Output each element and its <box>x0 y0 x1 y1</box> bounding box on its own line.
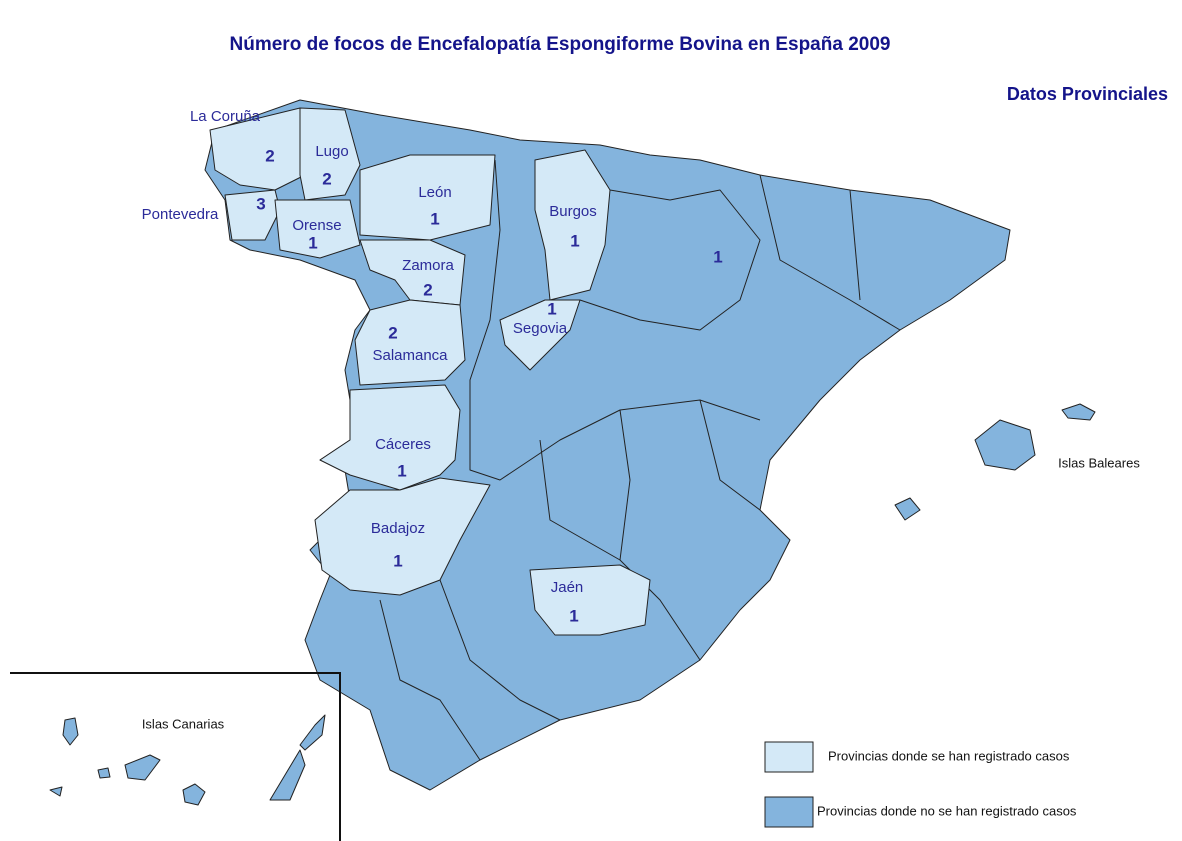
province <box>319 384 461 491</box>
legend-label: Provincias donde no se han registrado ca… <box>817 803 1077 818</box>
legend-swatch <box>764 741 814 773</box>
region-count: 1 <box>569 606 578 625</box>
region-count: 1 <box>713 247 722 266</box>
island <box>62 717 79 746</box>
region-name: León <box>418 184 451 201</box>
region-count: 1 <box>397 461 406 480</box>
province <box>354 299 466 386</box>
island <box>49 786 63 797</box>
border <box>849 189 861 301</box>
island <box>182 783 206 806</box>
region-name: Orense <box>292 217 341 234</box>
island-label: Islas Baleares <box>1058 455 1140 470</box>
border <box>469 159 761 481</box>
border <box>579 189 761 331</box>
region-count: 3 <box>256 194 265 213</box>
border <box>759 174 901 331</box>
region-name: Zamora <box>402 257 454 274</box>
region-name: Jaén <box>551 579 584 596</box>
region-name: Segovia <box>513 320 568 337</box>
border <box>539 439 621 561</box>
shapes <box>10 99 1096 841</box>
region-count: 2 <box>322 169 331 188</box>
province <box>274 199 361 259</box>
region-name: Burgos <box>549 203 597 220</box>
subtitle: Datos Provinciales <box>1007 84 1168 104</box>
island <box>124 754 161 781</box>
border <box>379 599 481 761</box>
island <box>97 767 111 779</box>
province <box>499 299 581 371</box>
region-count: 1 <box>570 231 579 250</box>
region-name: Salamanca <box>372 347 448 364</box>
island-label: Islas Canarias <box>142 716 225 731</box>
province <box>529 564 651 636</box>
border <box>439 579 561 721</box>
region-name: Lugo <box>315 143 348 160</box>
region-name: Pontevedra <box>142 206 219 223</box>
inset-frame <box>10 672 341 841</box>
island <box>894 497 921 521</box>
legend-swatch <box>764 796 814 828</box>
region-count: 2 <box>388 323 397 342</box>
region-name: Cáceres <box>375 436 431 453</box>
region-count: 2 <box>423 280 432 299</box>
island <box>299 714 326 751</box>
province <box>314 477 491 596</box>
legend-label: Provincias donde se han registrado casos <box>828 748 1070 763</box>
region-name: La Coruña <box>190 108 261 125</box>
border <box>699 399 761 511</box>
island <box>974 419 1036 471</box>
province <box>299 107 361 201</box>
island <box>269 749 306 801</box>
province <box>224 189 281 241</box>
region-name: Badajoz <box>371 520 425 537</box>
region-count: 1 <box>547 299 556 318</box>
province <box>359 154 496 241</box>
region-count: 1 <box>430 209 439 228</box>
region-count: 1 <box>393 551 402 570</box>
region-count: 2 <box>265 146 274 165</box>
island <box>1061 403 1096 421</box>
map-title: Número de focos de Encefalopatía Espongi… <box>230 34 891 55</box>
region-count: 1 <box>308 233 317 252</box>
province <box>534 149 611 301</box>
